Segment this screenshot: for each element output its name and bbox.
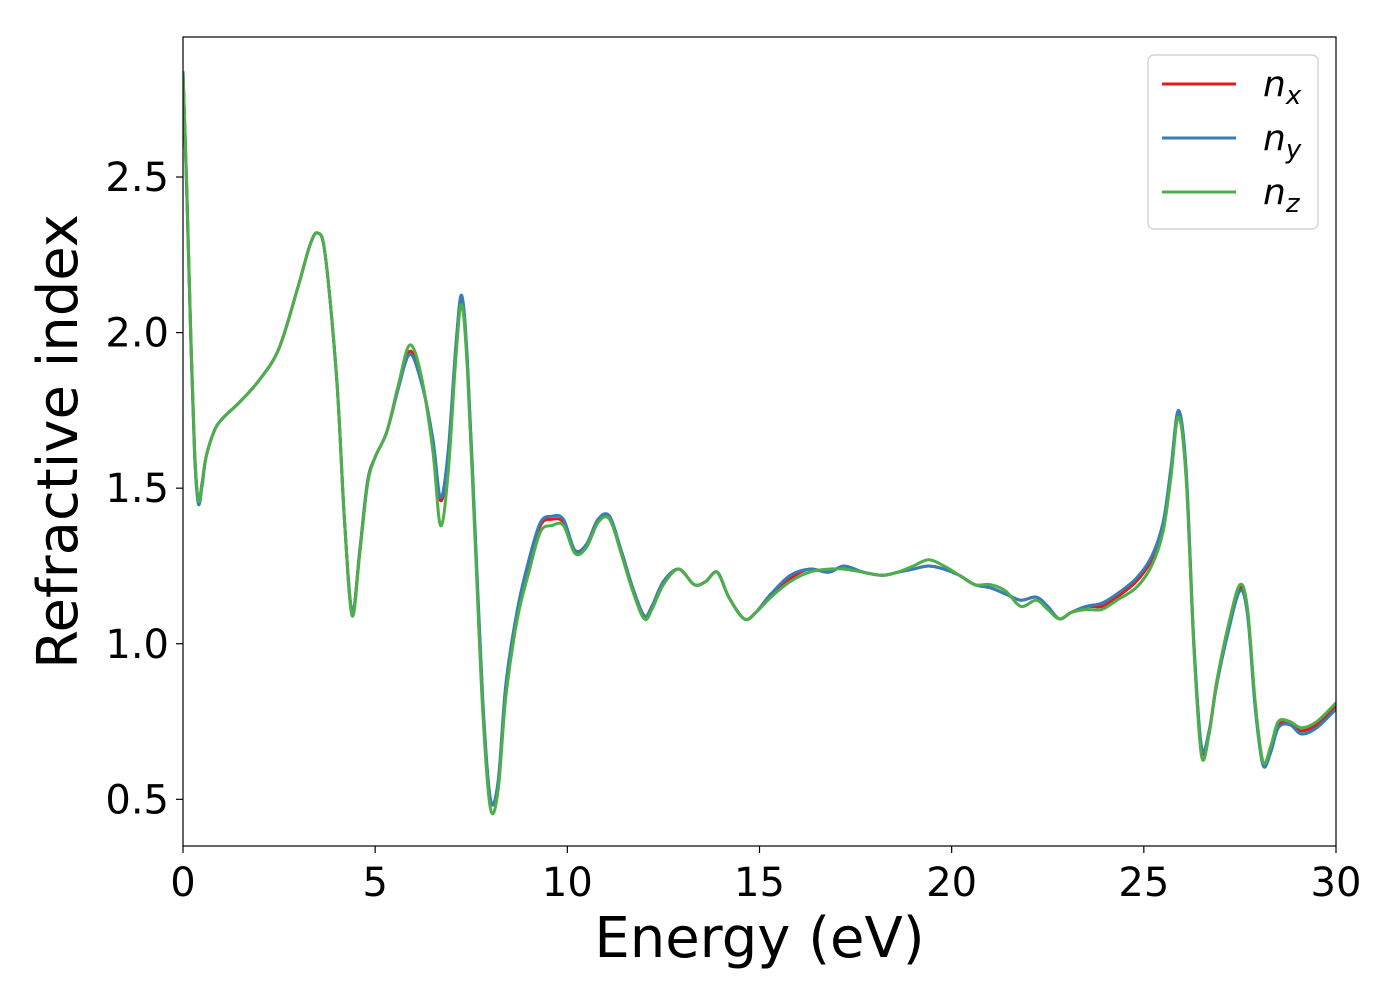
legend-item-nx: nx — [1162, 64, 1302, 111]
x-tick-label: 10 — [542, 860, 593, 906]
y-tick-label: 2.0 — [105, 311, 169, 357]
x-tick-label: 20 — [926, 860, 977, 906]
series-line-nz — [183, 71, 1336, 816]
y-tick-label: 0.5 — [105, 777, 169, 823]
x-axis-title: Energy (eV) — [594, 906, 924, 971]
legend-label: ny — [1263, 118, 1302, 165]
x-tick-label: 30 — [1311, 860, 1362, 906]
legend: nx ny nz — [1147, 54, 1319, 230]
x-axis-ticks: 0 5 10 15 20 25 30 — [170, 846, 1361, 906]
x-tick-label: 0 — [170, 860, 195, 906]
x-tick-label: 25 — [1118, 860, 1169, 906]
legend-item-ny: ny — [1162, 118, 1302, 165]
y-axis-title: Refractive index — [26, 214, 91, 669]
y-tick-label: 1.5 — [105, 466, 169, 512]
legend-item-nz: nz — [1162, 172, 1301, 219]
legend-box — [1147, 54, 1319, 230]
legend-label: nx — [1263, 64, 1302, 111]
legend-label: nz — [1263, 172, 1301, 219]
series-lines — [183, 71, 1336, 816]
y-axis-ticks: 0.5 1.0 1.5 2.0 2.5 — [105, 155, 183, 823]
x-tick-label: 5 — [362, 860, 387, 906]
x-tick-label: 15 — [734, 860, 785, 906]
y-tick-label: 2.5 — [105, 155, 169, 201]
y-tick-label: 1.0 — [105, 622, 169, 668]
